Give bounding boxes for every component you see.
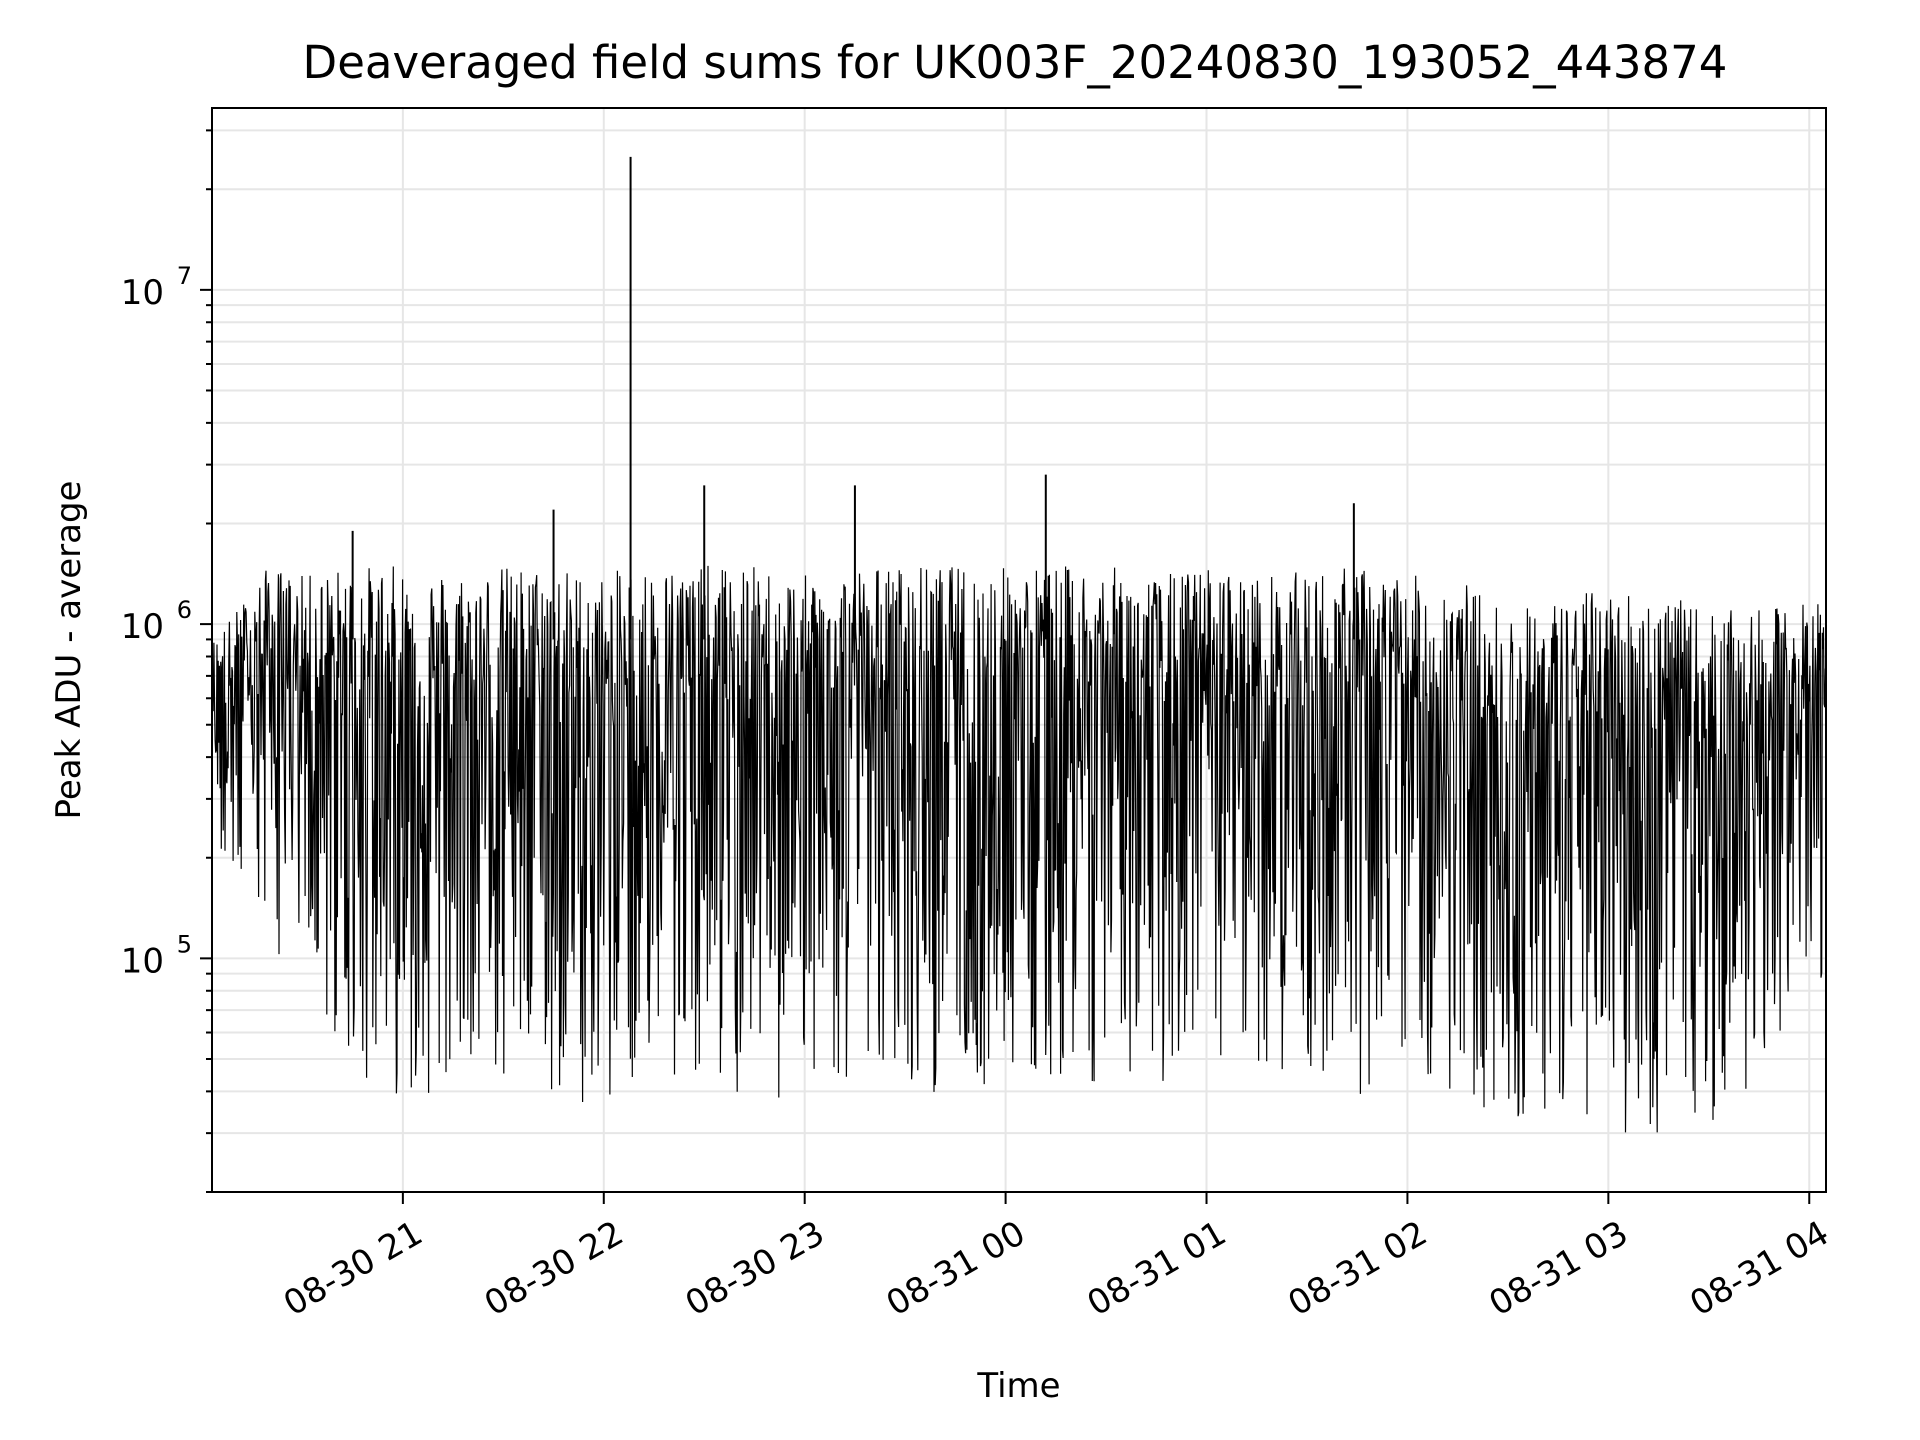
x-tick-label: 08-30 21 [277,1213,429,1324]
x-tick-label: 08-31 01 [1081,1213,1233,1324]
y-tick-label: 10 [121,941,164,981]
y-tick-label: 10 [121,273,164,313]
x-tick-label: 08-30 22 [478,1213,630,1324]
x-tick-label: 08-30 23 [679,1213,831,1324]
y-tick-exponent: 6 [177,596,192,624]
y-tick-exponent: 5 [177,930,192,958]
x-tick-label: 08-31 04 [1683,1213,1835,1324]
y-axis: 10 5 10 6 10 7 [121,129,212,1193]
x-tick-label: 08-31 02 [1282,1213,1434,1324]
y-axis-label: Peak ADU - average [49,481,89,820]
y-tick-exponent: 7 [177,262,192,290]
plot-frame [211,107,1827,1193]
x-tick-label: 08-31 03 [1482,1213,1634,1324]
series-spikes [351,156,1355,640]
x-axis-label: Time [976,1366,1060,1406]
series-line [211,565,1827,1133]
x-tick-label: 08-31 00 [880,1213,1032,1324]
x-axis: 08-30 21 08-30 22 08-30 23 08-31 00 08-31 01… [277,1192,1836,1324]
y-tick-label: 10 [121,607,164,647]
chart-title: Deaveraged field sums for UK003F_2024083… [303,36,1728,89]
